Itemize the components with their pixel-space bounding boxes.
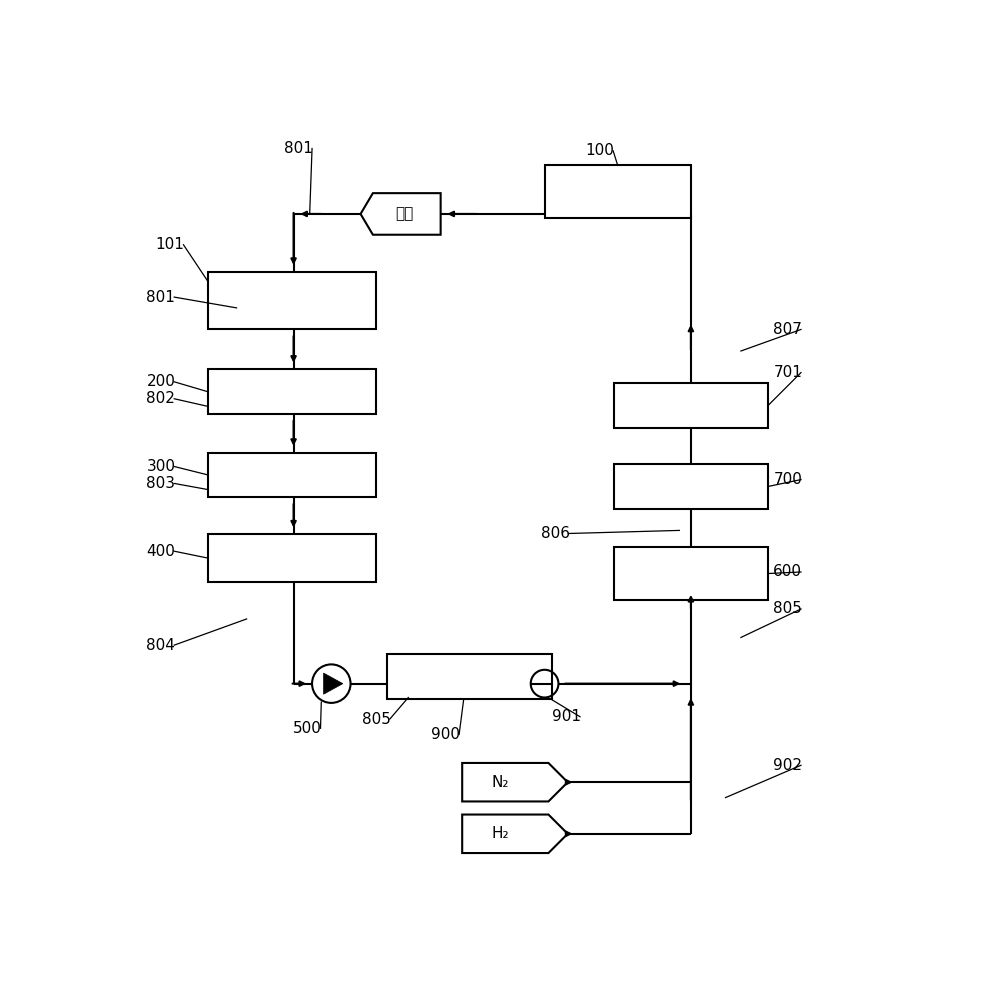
Text: 900: 900 (431, 727, 460, 742)
Text: 801: 801 (284, 141, 313, 156)
Text: 700: 700 (772, 472, 801, 487)
Text: 200: 200 (146, 374, 175, 389)
Text: 100: 100 (584, 143, 613, 158)
Bar (387, 654, 552, 699)
Bar (208, 272, 376, 329)
Polygon shape (323, 673, 343, 694)
Text: 806: 806 (540, 526, 570, 541)
Text: 805: 805 (362, 712, 391, 727)
Bar (613, 547, 767, 600)
Text: 500: 500 (292, 721, 321, 736)
Text: 尾气: 尾气 (395, 206, 414, 221)
Text: 101: 101 (156, 237, 185, 252)
Text: 804: 804 (146, 638, 175, 653)
Text: 805: 805 (772, 601, 801, 616)
Text: 801: 801 (146, 290, 175, 305)
Text: H₂: H₂ (491, 826, 509, 841)
Bar (613, 383, 767, 428)
Bar (613, 464, 767, 509)
Text: 300: 300 (146, 459, 175, 474)
Text: N₂: N₂ (491, 775, 508, 790)
Bar (208, 534, 376, 582)
Bar (208, 453, 376, 497)
Text: 807: 807 (772, 322, 801, 337)
Text: 701: 701 (772, 365, 801, 380)
Bar (208, 369, 376, 414)
Text: 901: 901 (552, 709, 580, 724)
Text: 902: 902 (772, 758, 801, 773)
Bar (544, 165, 690, 218)
Text: 400: 400 (146, 544, 175, 559)
Text: 600: 600 (772, 564, 801, 579)
Text: 802: 802 (146, 391, 175, 406)
Text: 803: 803 (146, 476, 175, 491)
